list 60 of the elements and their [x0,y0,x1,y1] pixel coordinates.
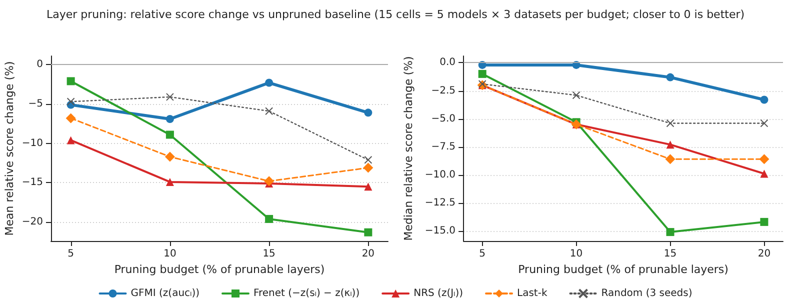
point [66,98,75,106]
point [572,91,580,100]
x-tick-label: 5 [68,248,74,260]
point [364,108,372,117]
point [666,228,674,236]
x-tick-label: 20 [758,248,771,260]
y-tick-label: −10.0 [424,169,456,180]
point [66,136,75,144]
point [665,154,676,164]
point [759,154,770,164]
point [666,119,674,128]
y-axis-title: Median relative score change (%) [402,56,415,241]
point [164,152,175,162]
point [265,107,274,116]
legend-label: GFMI (z(aucₗ)) [130,288,200,299]
point [760,119,768,128]
point [363,162,374,173]
x-axis-title: Pruning budget (% of prunable layers) [114,262,325,276]
x-axis-title: Pruning budget (% of prunable layers) [518,262,728,276]
y-tick-label: −15 [22,177,43,188]
y-tick-label: −5.0 [431,113,456,124]
point [364,182,372,191]
point [66,77,75,86]
y-tick-label: 0 [36,59,43,70]
y-tick-label: −12.5 [424,197,456,208]
y-tick-label: −15.0 [424,225,456,236]
point [265,78,274,87]
legend-label: Last-k [517,288,548,299]
x-tick-label: 10 [570,248,583,260]
y-tick-label: −5 [28,98,43,110]
point [478,70,486,78]
legend-label: Random (3 seeds) [601,288,692,299]
point [264,176,274,186]
y-tick-label: −20 [22,216,43,228]
point [760,96,768,104]
point [364,156,372,164]
x-tick-label: 15 [664,248,677,260]
point [364,228,372,236]
legend-label: Frenet (−z(sₗ) − z(κₗ)) [253,288,360,299]
point [265,214,274,223]
point [666,73,674,82]
point [166,92,174,101]
point [166,130,174,139]
x-tick-label: 5 [479,248,486,260]
point [666,140,674,149]
point [760,218,768,226]
point [166,178,174,186]
y-axis-title: Mean relative score change (%) [3,61,16,236]
x-tick-label: 10 [164,248,176,260]
point [166,114,174,123]
legend-label: NRS (z(Jₗ)) [414,288,464,299]
y-tick-label: −10 [22,138,43,149]
x-tick-label: 15 [262,248,276,260]
y-tick-label: −7.5 [431,141,456,152]
point [66,113,76,124]
y-tick-label: −2.5 [431,85,456,96]
point [760,170,768,178]
chart-title: Layer pruning: relative score change vs unpruned baseline (15 cells = 5 models × 3 datasets per budget; closer to 0 is better) [46,8,745,21]
x-tick-label: 20 [362,248,375,260]
y-tick-label: 0.0 [440,57,456,68]
